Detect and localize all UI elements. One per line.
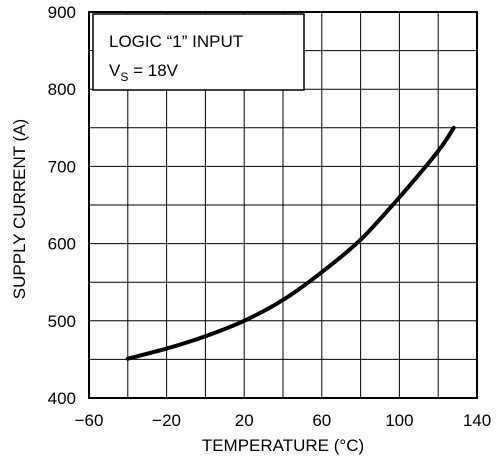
plot-frame xyxy=(88,11,478,399)
x-tick-label: −60 xyxy=(75,411,104,430)
annotation-line-2-subscript: S xyxy=(120,70,128,84)
plot-border xyxy=(88,11,478,399)
y-tick-label: 600 xyxy=(48,235,76,254)
x-tick-labels: −60 −20 20 60 100 140 xyxy=(75,411,492,430)
annotation-line-2: VS = 18V xyxy=(109,61,179,84)
annotation-border xyxy=(92,13,305,91)
y-axis-title: SUPPLY CURRENT (A) xyxy=(10,119,29,299)
x-tick-label: 100 xyxy=(385,411,413,430)
annotation-background xyxy=(93,14,304,90)
y-tick-label: 500 xyxy=(48,312,76,331)
annotation-line-2-suffix: = 18V xyxy=(128,61,178,80)
x-tick-label: 140 xyxy=(463,411,491,430)
x-tick-label: −20 xyxy=(152,411,181,430)
series-line-0 xyxy=(125,125,456,361)
series-layer xyxy=(125,125,456,361)
y-tick-label: 700 xyxy=(48,157,76,176)
y-tick-labels: 400 500 600 700 800 900 xyxy=(48,3,76,408)
y-tick-label: 900 xyxy=(48,3,76,22)
annotation-box: LOGIC “1” INPUT VS = 18V xyxy=(93,14,304,90)
x-axis-title: TEMPERATURE (°C) xyxy=(202,436,364,455)
y-tick-label: 400 xyxy=(48,389,76,408)
annotation-line-2-prefix: V xyxy=(109,61,121,80)
annotation-line-1: LOGIC “1” INPUT xyxy=(109,32,243,51)
x-tick-label: 20 xyxy=(235,411,254,430)
x-tick-label: 60 xyxy=(312,411,331,430)
y-tick-label: 800 xyxy=(48,80,76,99)
